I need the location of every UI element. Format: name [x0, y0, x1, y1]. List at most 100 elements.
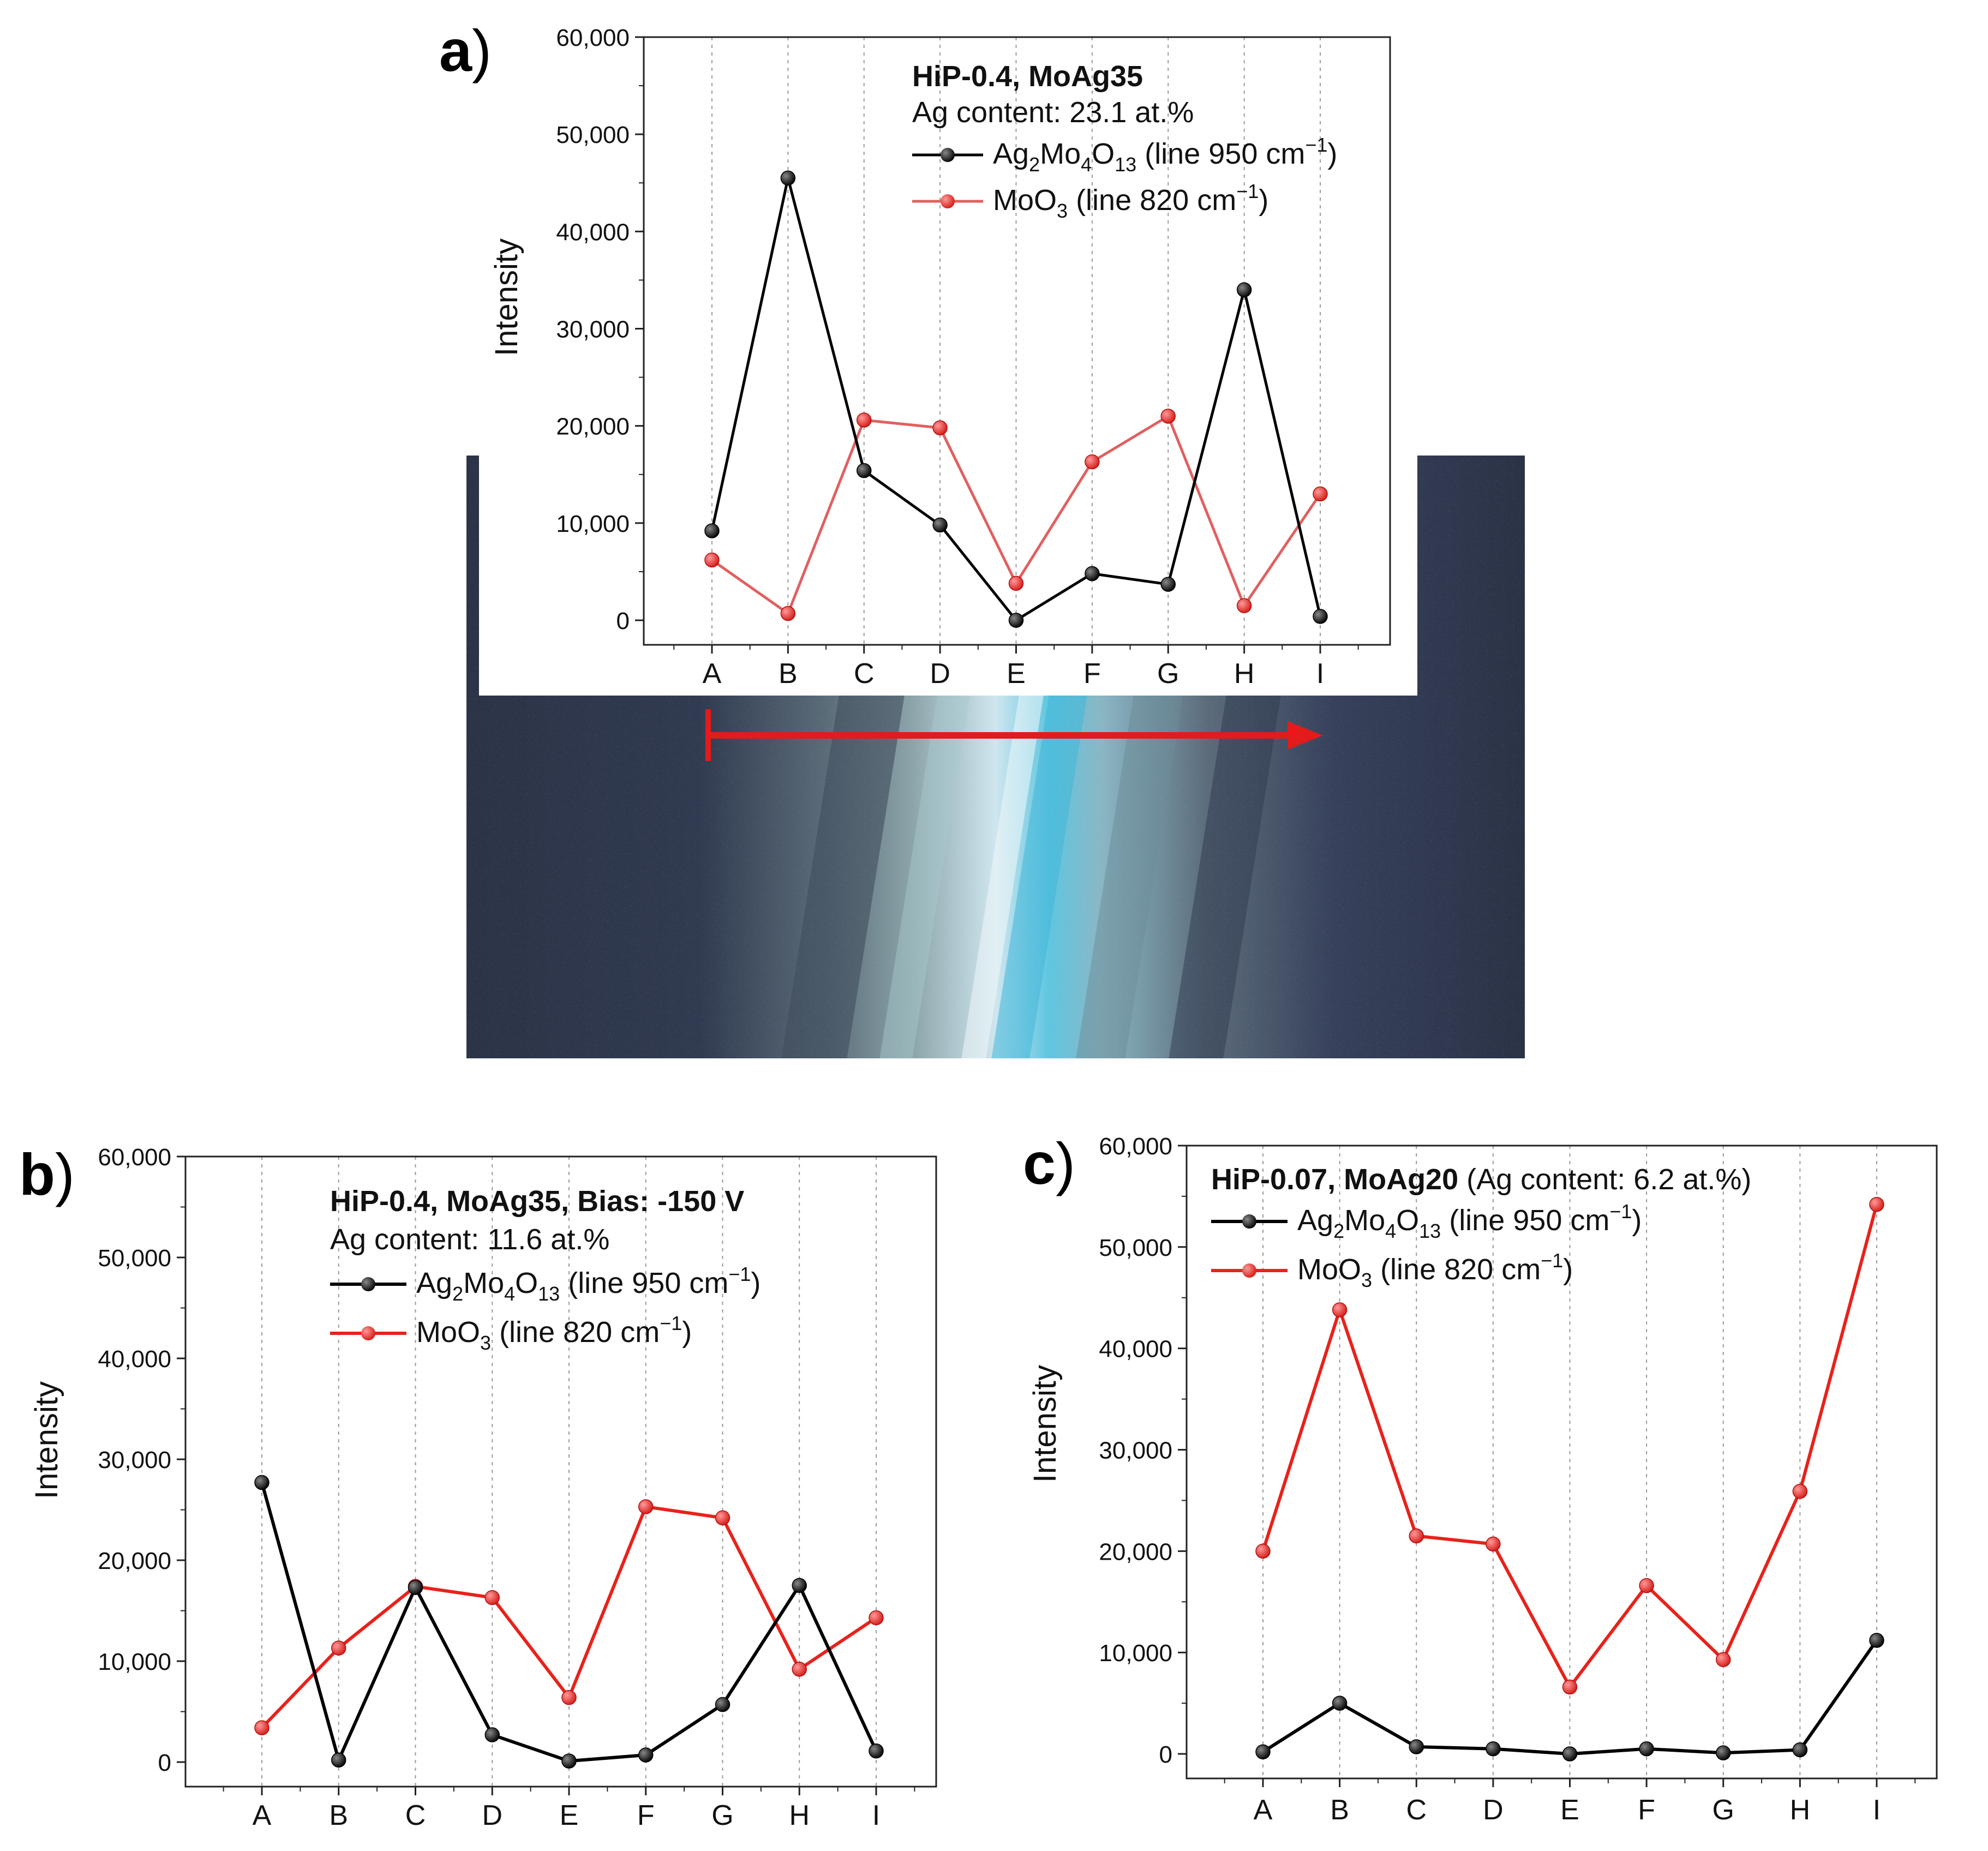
legend-marker-moo — [361, 1326, 375, 1340]
x-tick-label-A: A — [1254, 1794, 1273, 1826]
point-moo-F — [1085, 454, 1100, 470]
point-moo-B — [331, 1640, 346, 1656]
legend-label-moo: MoO3 (line 820 cm−1) — [416, 1312, 692, 1354]
y-tick-label: 40,000 — [556, 219, 630, 245]
point-ag-D — [932, 517, 948, 533]
legend-marker-ag — [1242, 1214, 1256, 1229]
x-tick-label-C: C — [1406, 1794, 1427, 1826]
point-ag-G — [1716, 1745, 1731, 1760]
annotation-title: HiP-0.4, MoAg35, Bias: -150 V — [330, 1185, 744, 1218]
x-tick-label-E: E — [560, 1800, 579, 1831]
x-tick-label-B: B — [1330, 1794, 1349, 1826]
x-tick-label-I: I — [1873, 1794, 1881, 1826]
y-tick-label: 10,000 — [1099, 1640, 1172, 1667]
point-moo-I — [869, 1610, 884, 1626]
point-ag-E — [1562, 1746, 1578, 1762]
point-ag-G — [715, 1697, 730, 1712]
point-moo-D — [1486, 1536, 1501, 1552]
x-tick-label-G: G — [711, 1800, 733, 1831]
annotation-subtitle: Ag content: 11.6 at.% — [330, 1223, 609, 1256]
x-tick-label-E: E — [1007, 658, 1026, 690]
point-ag-E — [561, 1753, 577, 1769]
legend-marker-moo — [941, 194, 955, 208]
point-moo-G — [1160, 409, 1176, 424]
point-ag-E — [1008, 613, 1024, 628]
x-tick-label-H: H — [1790, 1794, 1811, 1826]
y-tick-label: 30,000 — [98, 1447, 171, 1473]
chart-b: 0 10,000 20,000 30,000 40,000 50,000 60,000 A B C… — [29, 1144, 937, 1831]
y-tick-label: 60,000 — [1099, 1133, 1172, 1160]
chart-c: 0 10,000 20,000 30,000 40,000 50,000 60,000 A B C… — [1027, 1133, 1938, 1826]
x-tick-label-H: H — [789, 1800, 810, 1831]
point-moo-I — [1869, 1197, 1884, 1212]
y-tick-label: 40,000 — [1099, 1336, 1172, 1363]
y-tick-label: 20,000 — [98, 1548, 171, 1574]
point-moo-E — [1008, 576, 1024, 591]
x-tick-label-D: D — [930, 658, 950, 690]
point-ag-C — [857, 463, 872, 478]
chart-a: 0 10,000 20,000 30,000 40,000 50,000 60,000 A B C… — [489, 25, 1391, 690]
y-tick-label: 60,000 — [98, 1144, 171, 1171]
point-ag-G — [1160, 577, 1176, 592]
panel-c-label: c) — [1023, 1130, 1075, 1196]
x-tick-label-F: F — [1083, 658, 1101, 690]
legend-label-ag: Ag2Mo4O13 (line 950 cm−1) — [1297, 1200, 1642, 1242]
point-ag-A — [254, 1475, 270, 1490]
point-moo-H — [1236, 598, 1252, 614]
point-ag-H — [1792, 1742, 1808, 1758]
point-moo-F — [638, 1499, 654, 1514]
y-tick-label: 0 — [158, 1750, 171, 1776]
legend-label-moo: MoO3 (line 820 cm−1) — [993, 180, 1268, 222]
y-tick-label: 60,000 — [556, 25, 630, 51]
plot-frame — [1185, 1145, 1938, 1780]
x-tick-label-C: C — [854, 658, 875, 690]
point-ag-F — [1639, 1741, 1654, 1757]
point-moo-B — [1332, 1302, 1348, 1317]
point-ag-H — [1236, 282, 1252, 297]
point-moo-C — [1409, 1528, 1424, 1544]
point-ag-C — [408, 1580, 423, 1595]
point-moo-B — [780, 606, 796, 621]
legend-label-moo: MoO3 (line 820 cm−1) — [1297, 1249, 1573, 1291]
y-tick-label: 50,000 — [556, 122, 630, 148]
y-tick-label: 10,000 — [556, 511, 630, 537]
point-moo-I — [1313, 486, 1328, 502]
point-moo-H — [792, 1662, 807, 1677]
legend-marker-moo — [1242, 1263, 1256, 1278]
x-tick-label-G: G — [1712, 1794, 1734, 1826]
point-ag-B — [1332, 1696, 1348, 1711]
x-tick-label-D: D — [482, 1800, 502, 1831]
point-ag-B — [780, 170, 796, 186]
y-axis-label: Intensity — [489, 238, 524, 356]
point-ag-H — [792, 1578, 807, 1593]
y-tick-label: 50,000 — [98, 1245, 171, 1272]
x-tick-label-C: C — [405, 1800, 426, 1831]
x-tick-label-H: H — [1234, 658, 1255, 690]
y-axis-label: Intensity — [29, 1381, 64, 1499]
annotation-title: HiP-0.4, MoAg35 — [912, 60, 1143, 93]
x-tick-label-I: I — [872, 1800, 880, 1831]
y-tick-label: 30,000 — [1099, 1437, 1172, 1464]
scan-direction-arrow — [705, 709, 1323, 761]
y-tick-label: 50,000 — [1099, 1235, 1172, 1261]
point-ag-D — [484, 1727, 500, 1742]
x-tick-label-I: I — [1316, 658, 1324, 690]
point-moo-G — [715, 1510, 730, 1526]
point-ag-A — [704, 523, 720, 538]
x-tick-label-A: A — [253, 1800, 272, 1831]
point-moo-H — [1792, 1483, 1808, 1499]
annotation-subtitle: Ag content: 23.1 at.% — [912, 96, 1194, 129]
x-tick-label-F: F — [637, 1800, 655, 1831]
point-ag-F — [1085, 566, 1100, 582]
y-tick-label: 20,000 — [556, 414, 630, 440]
point-moo-D — [932, 420, 948, 435]
point-ag-F — [638, 1747, 654, 1763]
y-tick-label: 40,000 — [98, 1346, 171, 1373]
y-axis-label: Intensity — [1027, 1365, 1063, 1483]
x-tick-label-B: B — [329, 1800, 348, 1831]
x-tick-label-E: E — [1560, 1794, 1579, 1826]
legend-marker-ag — [941, 148, 955, 162]
x-tick-label-B: B — [779, 658, 798, 690]
point-ag-I — [1869, 1633, 1884, 1648]
